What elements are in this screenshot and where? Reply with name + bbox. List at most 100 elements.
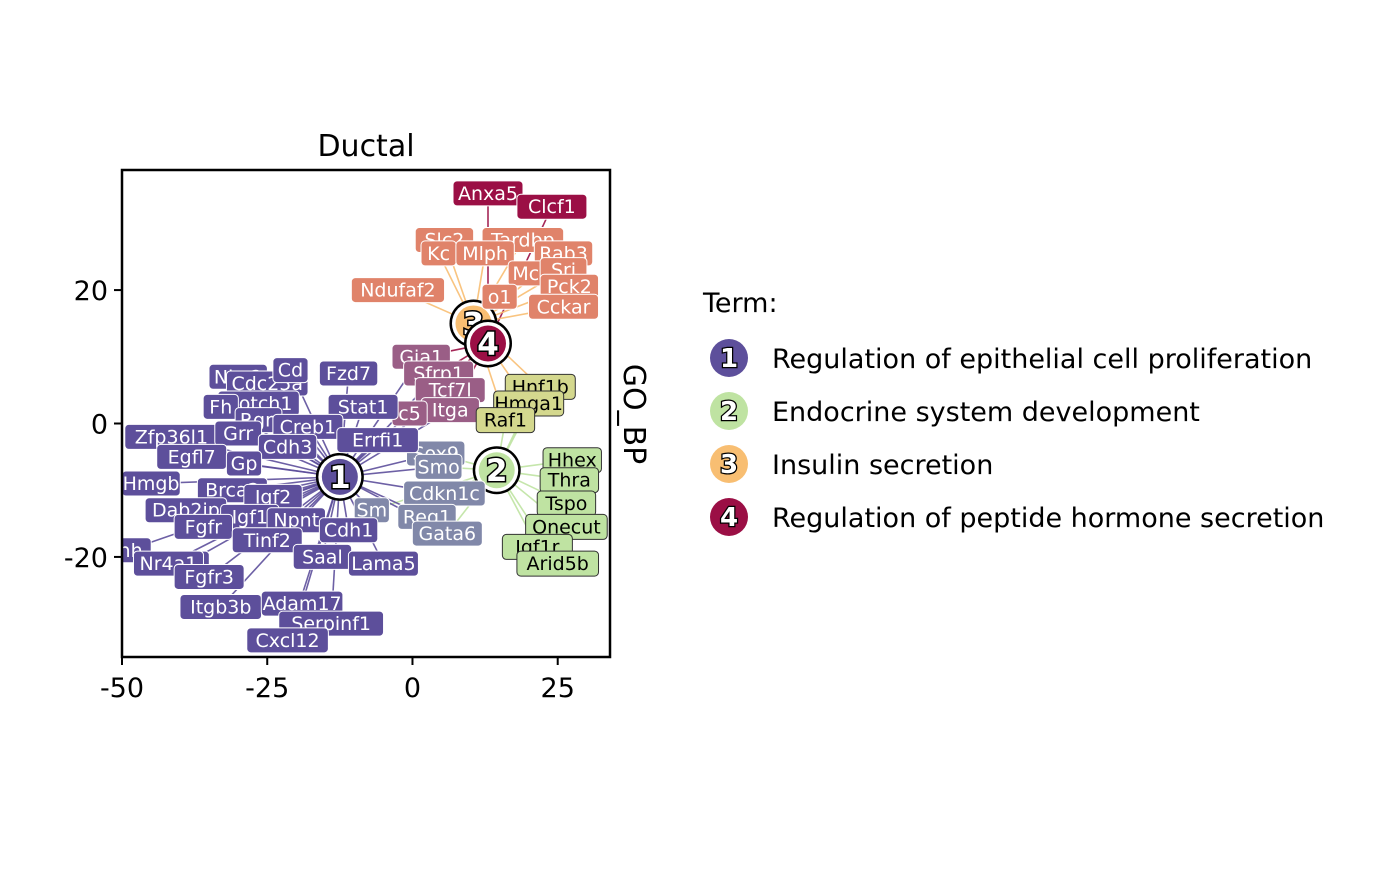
gene-label-text: Mc [512, 263, 539, 285]
term-node-1: 1 [315, 452, 364, 501]
gene-label: Mc [507, 260, 544, 287]
gene-label-text: Tspo [544, 493, 587, 515]
gene-label-text: Igf2 [255, 486, 291, 508]
gene-label-text: Stat1 [338, 396, 389, 418]
gene-label-text: Fzd7 [326, 363, 371, 385]
legend-number: 4 [720, 503, 738, 533]
term-node-4: 4 [464, 319, 512, 368]
gene-label-text: Lama5 [351, 553, 415, 575]
legend-label: Endocrine system development [772, 397, 1200, 428]
gene-label: Errfi1 [336, 427, 419, 454]
gene-label-text: o1 [488, 286, 512, 308]
gene-label: Cdkn1c [403, 480, 486, 507]
legend-item-3: 3 Insulin secretion [710, 445, 993, 483]
facet-label: GO_BP [616, 364, 651, 465]
x-tick-label: -25 [245, 673, 289, 704]
legend-label: Regulation of peptide hormone secretion [772, 503, 1324, 534]
gene-label-text: Fgfr [185, 516, 223, 538]
gene-label: Mlph [455, 240, 515, 267]
gene-label: Onecut [525, 513, 608, 540]
gene-label: Ndufaf2 [350, 277, 446, 304]
legend-swatch [710, 445, 748, 483]
gene-label-text: Fgfr3 [184, 566, 234, 588]
legend-swatch [710, 392, 748, 430]
gene-label: Zfp36l1 [124, 423, 219, 450]
gene-label-text: Gata6 [419, 523, 477, 545]
gene-label: Fgfr [173, 513, 234, 540]
term-node-number: 2 [486, 453, 508, 489]
x-tick-label: 25 [541, 673, 575, 704]
gene-label-text: Cdh1 [324, 520, 373, 542]
gene-label-text: c5 [398, 403, 421, 425]
gene-label-text: Itgb3b [190, 596, 251, 618]
gene-label-text: Cdkn1c [409, 483, 480, 505]
legend-label: Insulin secretion [772, 450, 993, 481]
gene-label: Egfl7 [156, 443, 228, 470]
gene-label: Gata6 [411, 520, 483, 547]
gene-label-text: Raf1 [484, 410, 527, 432]
gene-label: Fgfr3 [173, 563, 245, 590]
gene-label: Tcf7l [414, 377, 486, 404]
legend-item-1: 1 Regulation of epithelial cell prolifera… [710, 339, 1312, 377]
chart-title: Ductal [317, 129, 414, 164]
gene-label-text: Itga [432, 400, 469, 422]
legend-number: 1 [720, 344, 738, 374]
gene-label-text: Adam17 [263, 593, 342, 615]
axes-layer: -50 -25 0 25 -20 0 20 [64, 276, 575, 704]
term-node-number: 4 [477, 326, 499, 362]
gene-label: Creb1 [272, 413, 344, 440]
gene-label: o1 [481, 283, 518, 310]
legend-swatch [710, 498, 748, 536]
gene-label: Cdh3 [257, 433, 318, 460]
gene-label: Fh [202, 393, 239, 420]
gene-label: Adam17 [260, 590, 344, 617]
y-tick-label: -20 [64, 543, 108, 574]
gene-label: Kc [420, 240, 457, 267]
gene-label: Grr [214, 420, 263, 447]
legend-number: 2 [720, 397, 738, 427]
term-node-number: 1 [329, 460, 351, 496]
legend-item-4: 4 Regulation of peptide hormone secretion [710, 498, 1324, 536]
legend-item-2: 2 Endocrine system development [710, 392, 1200, 430]
gene-label-text: Pck2 [547, 276, 592, 298]
gene-label-text: Creb1 [280, 416, 337, 438]
gene-label-text: Egfl7 [168, 446, 216, 468]
gene-label-text: Onecut [532, 516, 601, 538]
panel-border [120, 168, 612, 659]
gene-label-text: Anxa5 [458, 183, 518, 205]
gene-label-text: Igf1 [232, 506, 268, 528]
gene-label: Clcf1 [516, 193, 588, 220]
gene-label-text: Hmgb [123, 473, 180, 495]
gene-label-text: Gp [231, 453, 258, 475]
gene-label: Tspo [536, 490, 597, 517]
legend-swatch [710, 339, 748, 377]
gene-label-text: Kc [427, 243, 450, 265]
gene-label-text: Cd [278, 360, 303, 382]
gene-label: Saal [292, 543, 353, 570]
gene-label-text: Cdh3 [263, 436, 312, 458]
gene-label: Pck2 [539, 273, 600, 300]
gene-label: Itga [420, 397, 480, 424]
gene-label: Anxa5 [452, 180, 524, 207]
gene-label: Lama5 [347, 550, 419, 577]
gene-label: Cckar [528, 293, 600, 320]
gene-label: Cd [272, 357, 309, 384]
legend-title: Term: [702, 288, 778, 319]
gene-label: Tinf2 [231, 527, 303, 554]
gene-label-text: Hhex [548, 450, 597, 472]
gene-label-text: Cckar [537, 296, 591, 318]
gene-label: Npnt [266, 507, 326, 534]
gene-label-text: Tcf7l [428, 380, 472, 402]
gene-label: Igf2 [243, 483, 303, 510]
gene-label: Cdh1 [318, 517, 379, 544]
gene-label-text: Ndufaf2 [360, 280, 435, 302]
gene-label: Sm [353, 497, 390, 524]
gene-label-text: Arid5b [527, 553, 589, 575]
gene-label-text: Npnt [273, 510, 319, 532]
gene-label-text: Sm [357, 500, 388, 522]
gene-label: Smo [414, 453, 463, 480]
gene-label: Arid5b [516, 550, 600, 577]
gene-label: Hmgb [122, 470, 181, 497]
